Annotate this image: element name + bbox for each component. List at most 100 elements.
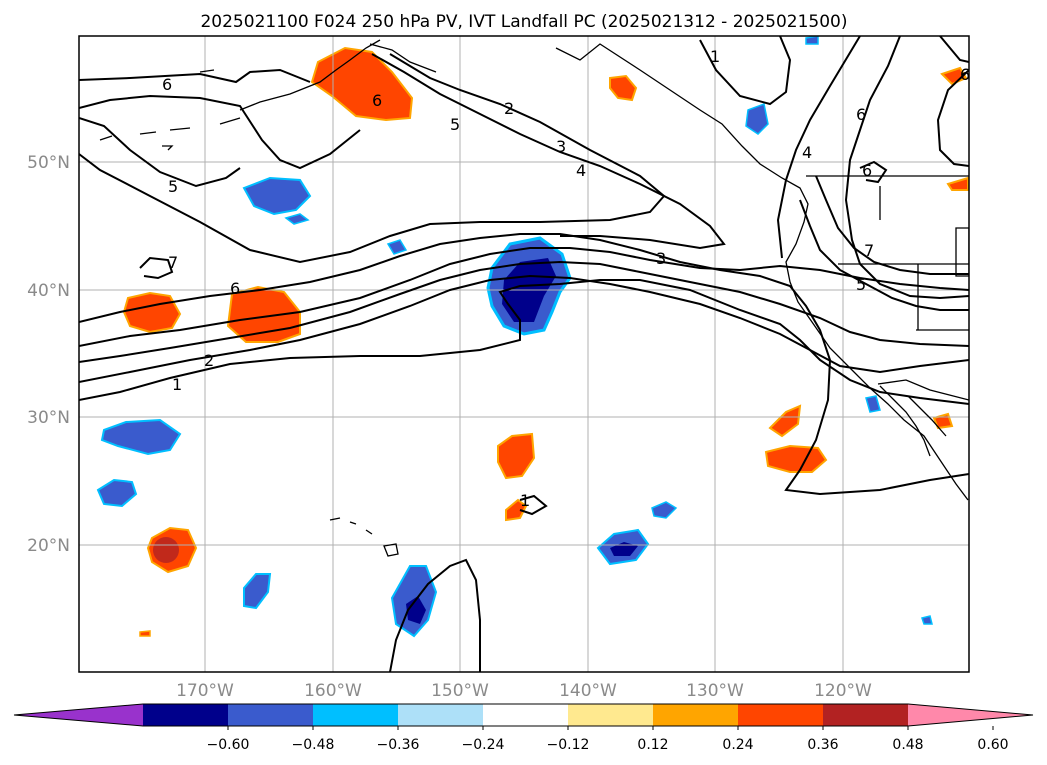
aleutian-islands [99, 117, 241, 151]
pc-contours [79, 36, 969, 672]
negative-anomaly [386, 239, 408, 255]
colorbar-segment [568, 704, 653, 726]
contour-label: 2 [504, 99, 514, 118]
contour-label: 6 [856, 105, 866, 124]
colorbar-segment [738, 704, 823, 726]
contour-label: 7 [168, 253, 178, 272]
lon-label: 140°W [559, 681, 617, 701]
colorbar-tick-label: −0.36 [377, 737, 420, 753]
contour-label: 5 [168, 177, 178, 196]
contour-label: 6 [960, 65, 970, 84]
colorbar-segment [398, 704, 483, 726]
contour-label: 6 [372, 91, 382, 110]
pv-anomaly-fills [96, 36, 969, 638]
colorbar-tick-label: 0.12 [637, 737, 668, 753]
contour-line [79, 274, 969, 383]
colorbar-segment [228, 704, 313, 726]
contour-label: 6 [162, 75, 172, 94]
map-frame [78, 35, 970, 673]
contour-label: 6 [862, 161, 872, 180]
contour-label: 5 [450, 115, 460, 134]
negative-anomaly [243, 573, 272, 610]
contour-label: 3 [656, 249, 666, 268]
colorbar-segment [823, 704, 908, 726]
lat-label: 40°N [27, 281, 70, 301]
strong-negative-anomaly [406, 596, 426, 624]
lon-label: 130°W [686, 681, 744, 701]
latitude-labels: 50°N 40°N 30°N 20°N [27, 153, 70, 556]
colorbar-tick-label: 0.36 [807, 737, 838, 753]
lat-label: 30°N [27, 408, 70, 428]
positive-anomaly [946, 176, 969, 191]
contour-label: 3 [556, 137, 566, 156]
positive-anomaly [940, 66, 968, 86]
contour-line [799, 175, 969, 311]
colorbar-tick-label: −0.60 [207, 737, 250, 753]
contour-label: 7 [864, 241, 874, 260]
contour-line [389, 558, 481, 672]
contour-line [79, 247, 969, 347]
contour-line [371, 53, 726, 250]
positive-anomaly [122, 291, 182, 334]
positive-anomaly [764, 444, 828, 473]
contour-line [519, 494, 548, 516]
negative-anomaly [651, 501, 678, 519]
positive-anomaly [139, 630, 151, 637]
colorbar-extend-max [908, 704, 1033, 726]
contour-labels: 6 6 5 2 3 4 5 6 7 6 3 2 1 1 1 4 6 6 7 5 [162, 47, 970, 510]
contour-line [79, 68, 361, 170]
graticule [79, 36, 969, 672]
negative-anomaly [805, 36, 819, 45]
colorbar-tick-label: 0.60 [977, 737, 1008, 753]
negative-anomaly [100, 418, 182, 456]
contour-line [79, 279, 969, 405]
positive-anomaly [497, 432, 536, 480]
negative-anomaly [745, 102, 769, 135]
lon-label: 170°W [176, 681, 234, 701]
contour-label: 1 [710, 47, 720, 66]
colorbar: −0.60 −0.48 −0.36 −0.24 −0.12 0.12 0.24 0.36 0.4… [13, 703, 1034, 753]
alaska-coast [199, 39, 969, 501]
map-area: 6 6 5 2 3 4 5 6 7 6 3 2 1 1 1 4 6 6 7 5 [79, 36, 970, 672]
negative-anomaly [284, 213, 310, 225]
positive-anomaly [609, 74, 638, 102]
contour-label: 2 [204, 351, 214, 370]
lon-label: 160°W [304, 681, 362, 701]
negative-anomaly [242, 176, 312, 216]
contour-label: 6 [230, 279, 240, 298]
colorbar-outline [13, 703, 1034, 727]
contour-line [79, 233, 969, 496]
contour-line [139, 256, 174, 280]
lat-label: 50°N [27, 153, 70, 173]
colorbar-tick-label: −0.24 [462, 737, 505, 753]
lon-label: 120°W [814, 681, 872, 701]
colorbar-tick-label: −0.12 [547, 737, 590, 753]
colorbar-tick-label: 0.48 [892, 737, 923, 753]
colorbar-tick-label: 0.24 [722, 737, 753, 753]
colorbar-segment [313, 704, 398, 726]
baja-california [879, 385, 947, 457]
contour-label: 1 [172, 375, 182, 394]
contour-line [79, 260, 969, 363]
strong-positive-anomaly [153, 537, 179, 563]
hawaii [329, 517, 399, 557]
colorbar-extend-min [14, 704, 143, 726]
figure-title: 2025021100 F024 250 hPa PV, IVT Landfall… [200, 12, 847, 32]
coastlines [99, 39, 969, 557]
contour-label: 5 [856, 275, 866, 294]
contour-label: 1 [520, 491, 530, 510]
colorbar-segment [653, 704, 738, 726]
longitude-labels: 170°W 160°W 150°W 140°W 130°W 120°W [176, 681, 872, 701]
negative-anomaly [96, 478, 138, 508]
lon-label: 150°W [431, 681, 489, 701]
colorbar-segment [143, 704, 228, 726]
contour-line [699, 36, 969, 300]
contour-label: 4 [802, 143, 812, 162]
contour-line [79, 53, 666, 264]
us-mexico-border [877, 379, 969, 401]
negative-anomaly [865, 395, 881, 413]
lat-label: 20°N [27, 536, 70, 556]
contour-label: 4 [576, 161, 586, 180]
negative-anomaly [921, 615, 933, 625]
